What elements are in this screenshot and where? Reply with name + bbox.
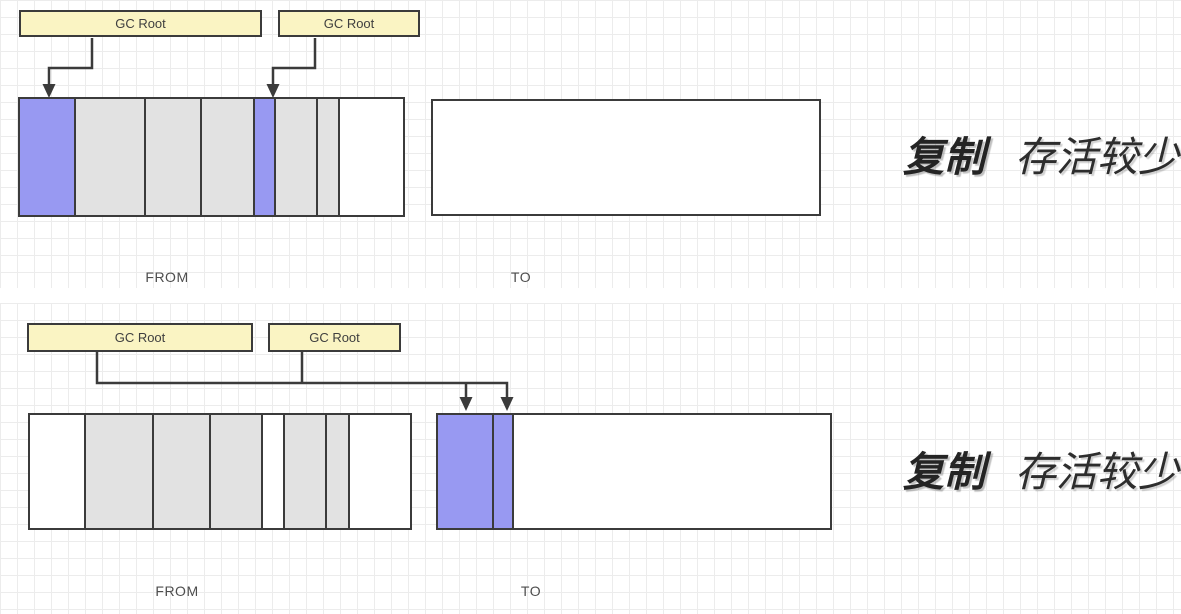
memory-cell-garbage (146, 99, 202, 215)
memory-cell-live (438, 415, 494, 528)
memory-cell-garbage (211, 415, 263, 528)
memory-cell-garbage (276, 99, 318, 215)
memory-cell-live (494, 415, 514, 528)
to-space-bar (436, 413, 832, 530)
from-space-bar (28, 413, 412, 530)
memory-cell-garbage (327, 415, 350, 528)
gc-root-box: GC Root (278, 10, 420, 37)
memory-cell-live (255, 99, 276, 215)
memory-cell-garbage (76, 99, 146, 215)
from-label: FROM (155, 583, 199, 599)
to-space-bar (431, 99, 821, 216)
memory-cell-garbage (285, 415, 327, 528)
memory-cell-free (514, 415, 830, 528)
memory-cell-garbage (154, 415, 211, 528)
gc-root-box: GC Root (268, 323, 401, 352)
caption: 复制 存活较少 (903, 449, 1179, 495)
caption-title: 复制 (903, 449, 985, 495)
gc-root-label: GC Root (114, 330, 166, 345)
from-label: FROM (145, 269, 189, 285)
memory-cell-free (433, 101, 819, 214)
to-label: TO (520, 583, 542, 599)
memory-cell-garbage (86, 415, 154, 528)
to-label: TO (510, 269, 532, 285)
gc-root-label: GC Root (115, 16, 166, 31)
caption-subtitle: 存活较少 (1015, 449, 1179, 495)
caption: 复制 存活较少 (903, 134, 1179, 180)
gc-root-label: GC Root (323, 16, 375, 31)
memory-cell-free (350, 415, 410, 528)
memory-cell-live (20, 99, 76, 215)
gc-root-label: GC Root (309, 330, 360, 345)
caption-title: 复制 (903, 134, 985, 180)
gc-root-box: GC Root (19, 10, 262, 37)
from-space-bar (18, 97, 405, 217)
memory-cell-garbage (318, 99, 340, 215)
memory-cell-garbage (202, 99, 255, 215)
caption-subtitle: 存活较少 (1015, 134, 1179, 180)
memory-cell-free (30, 415, 86, 528)
memory-cell-free (263, 415, 285, 528)
gc-root-box: GC Root (27, 323, 253, 352)
memory-cell-free (340, 99, 403, 215)
